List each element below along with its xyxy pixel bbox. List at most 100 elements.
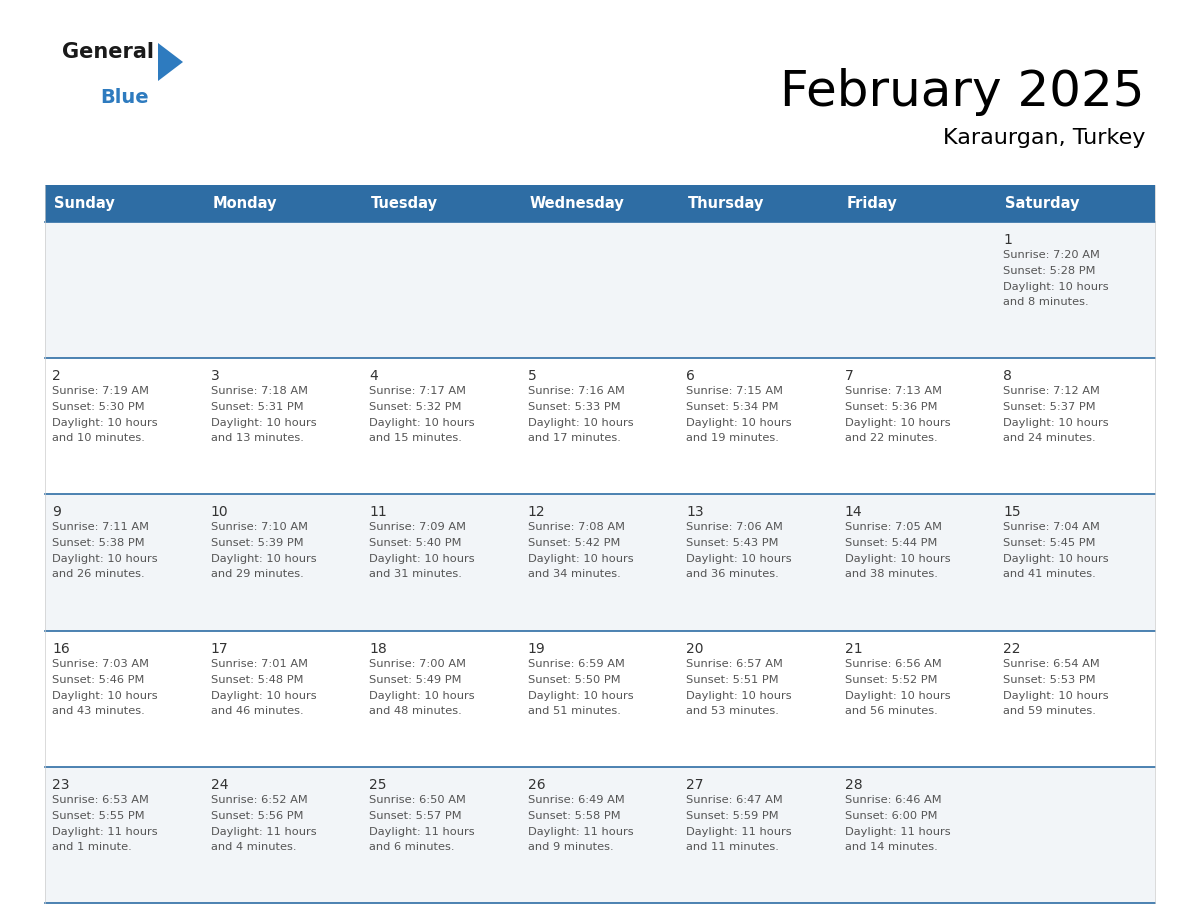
- Bar: [997, 185, 1155, 222]
- Text: Sunset: 5:56 PM: Sunset: 5:56 PM: [210, 811, 303, 821]
- Text: 8: 8: [1004, 369, 1012, 383]
- Text: Sunrise: 7:04 AM: Sunrise: 7:04 AM: [1004, 522, 1100, 532]
- Text: Sunrise: 7:10 AM: Sunrise: 7:10 AM: [210, 522, 308, 532]
- Text: and 15 minutes.: and 15 minutes.: [369, 433, 462, 443]
- Text: Sunset: 5:46 PM: Sunset: 5:46 PM: [52, 675, 145, 685]
- Text: 5: 5: [527, 369, 537, 383]
- Text: 6: 6: [687, 369, 695, 383]
- Bar: [362, 185, 520, 222]
- Text: Saturday: Saturday: [1005, 196, 1080, 211]
- Bar: [838, 631, 997, 767]
- Text: and 38 minutes.: and 38 minutes.: [845, 569, 937, 579]
- Text: Daylight: 10 hours: Daylight: 10 hours: [52, 690, 158, 700]
- Bar: [520, 495, 680, 631]
- Bar: [203, 767, 362, 903]
- Text: Daylight: 10 hours: Daylight: 10 hours: [1004, 282, 1110, 292]
- Bar: [838, 767, 997, 903]
- Bar: [362, 358, 520, 495]
- Text: 3: 3: [210, 369, 220, 383]
- Text: 13: 13: [687, 506, 704, 520]
- Text: and 26 minutes.: and 26 minutes.: [52, 569, 145, 579]
- Text: Daylight: 10 hours: Daylight: 10 hours: [527, 419, 633, 428]
- Bar: [997, 631, 1155, 767]
- Bar: [838, 222, 997, 358]
- Text: Sunset: 5:36 PM: Sunset: 5:36 PM: [845, 402, 937, 412]
- Text: Daylight: 10 hours: Daylight: 10 hours: [52, 554, 158, 565]
- Text: Daylight: 10 hours: Daylight: 10 hours: [1004, 419, 1110, 428]
- Bar: [680, 767, 838, 903]
- Text: Sunset: 5:53 PM: Sunset: 5:53 PM: [1004, 675, 1097, 685]
- Text: and 36 minutes.: and 36 minutes.: [687, 569, 779, 579]
- Bar: [838, 358, 997, 495]
- Text: Sunrise: 7:00 AM: Sunrise: 7:00 AM: [369, 658, 466, 668]
- Text: Monday: Monday: [213, 196, 277, 211]
- Bar: [997, 495, 1155, 631]
- Text: and 24 minutes.: and 24 minutes.: [1004, 433, 1097, 443]
- Text: Sunrise: 7:09 AM: Sunrise: 7:09 AM: [369, 522, 466, 532]
- Text: Daylight: 10 hours: Daylight: 10 hours: [527, 554, 633, 565]
- Text: and 59 minutes.: and 59 minutes.: [1004, 706, 1097, 716]
- Bar: [520, 358, 680, 495]
- Text: Sunset: 5:39 PM: Sunset: 5:39 PM: [210, 538, 303, 548]
- Text: Daylight: 10 hours: Daylight: 10 hours: [527, 690, 633, 700]
- Text: 24: 24: [210, 778, 228, 792]
- Text: Daylight: 10 hours: Daylight: 10 hours: [687, 554, 792, 565]
- Text: Sunrise: 7:12 AM: Sunrise: 7:12 AM: [1004, 386, 1100, 397]
- Text: Daylight: 10 hours: Daylight: 10 hours: [210, 690, 316, 700]
- Text: and 14 minutes.: and 14 minutes.: [845, 842, 937, 852]
- Text: 23: 23: [52, 778, 70, 792]
- Text: General: General: [62, 42, 154, 62]
- Text: Daylight: 11 hours: Daylight: 11 hours: [687, 827, 792, 837]
- Text: Sunrise: 7:01 AM: Sunrise: 7:01 AM: [210, 658, 308, 668]
- Bar: [45, 222, 203, 358]
- Bar: [997, 358, 1155, 495]
- Bar: [203, 631, 362, 767]
- Text: Daylight: 11 hours: Daylight: 11 hours: [845, 827, 950, 837]
- Text: and 22 minutes.: and 22 minutes.: [845, 433, 937, 443]
- Text: and 46 minutes.: and 46 minutes.: [210, 706, 303, 716]
- Text: Sunrise: 7:06 AM: Sunrise: 7:06 AM: [687, 522, 783, 532]
- Text: Sunrise: 7:15 AM: Sunrise: 7:15 AM: [687, 386, 783, 397]
- Text: Sunrise: 6:57 AM: Sunrise: 6:57 AM: [687, 658, 783, 668]
- Text: Daylight: 11 hours: Daylight: 11 hours: [52, 827, 158, 837]
- Text: Sunset: 5:45 PM: Sunset: 5:45 PM: [1004, 538, 1095, 548]
- Bar: [997, 767, 1155, 903]
- Bar: [362, 495, 520, 631]
- Text: 28: 28: [845, 778, 862, 792]
- Text: 4: 4: [369, 369, 378, 383]
- Text: Sunrise: 7:13 AM: Sunrise: 7:13 AM: [845, 386, 942, 397]
- Bar: [680, 222, 838, 358]
- Text: Daylight: 10 hours: Daylight: 10 hours: [845, 690, 950, 700]
- Text: Daylight: 10 hours: Daylight: 10 hours: [369, 690, 475, 700]
- Text: and 53 minutes.: and 53 minutes.: [687, 706, 779, 716]
- Text: Sunrise: 7:17 AM: Sunrise: 7:17 AM: [369, 386, 466, 397]
- Text: Sunset: 5:57 PM: Sunset: 5:57 PM: [369, 811, 462, 821]
- Text: Sunrise: 7:18 AM: Sunrise: 7:18 AM: [210, 386, 308, 397]
- Text: 21: 21: [845, 642, 862, 655]
- Bar: [680, 631, 838, 767]
- Text: and 31 minutes.: and 31 minutes.: [369, 569, 462, 579]
- Text: Sunrise: 6:53 AM: Sunrise: 6:53 AM: [52, 795, 148, 805]
- Text: Sunset: 5:34 PM: Sunset: 5:34 PM: [687, 402, 779, 412]
- Bar: [203, 222, 362, 358]
- Text: 7: 7: [845, 369, 854, 383]
- Text: Daylight: 10 hours: Daylight: 10 hours: [210, 419, 316, 428]
- Text: Sunrise: 7:20 AM: Sunrise: 7:20 AM: [1004, 250, 1100, 260]
- Bar: [45, 631, 203, 767]
- Text: and 11 minutes.: and 11 minutes.: [687, 842, 779, 852]
- Text: 27: 27: [687, 778, 703, 792]
- Bar: [203, 358, 362, 495]
- Text: Sunrise: 7:16 AM: Sunrise: 7:16 AM: [527, 386, 625, 397]
- Text: Friday: Friday: [847, 196, 898, 211]
- Text: 14: 14: [845, 506, 862, 520]
- Bar: [362, 767, 520, 903]
- Polygon shape: [158, 43, 183, 81]
- Bar: [680, 358, 838, 495]
- Text: Sunrise: 7:05 AM: Sunrise: 7:05 AM: [845, 522, 942, 532]
- Text: 26: 26: [527, 778, 545, 792]
- Bar: [45, 495, 203, 631]
- Text: Sunrise: 6:56 AM: Sunrise: 6:56 AM: [845, 658, 942, 668]
- Bar: [520, 631, 680, 767]
- Text: Sunset: 5:43 PM: Sunset: 5:43 PM: [687, 538, 779, 548]
- Bar: [45, 767, 203, 903]
